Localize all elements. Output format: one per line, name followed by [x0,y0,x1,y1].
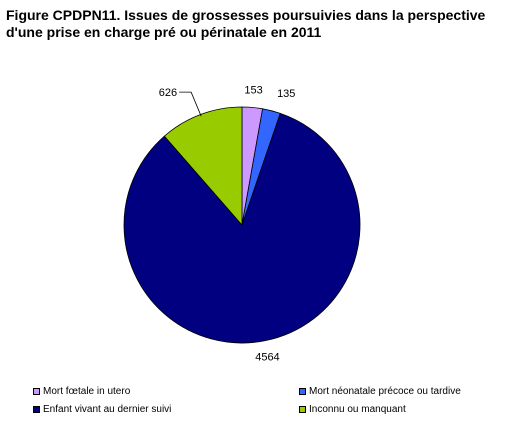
legend-label-mort-foetale: Mort fœtale in utero [43,386,131,397]
chart-title: Figure CPDPN11. Issues de grossesses pou… [6,7,500,41]
data-label-mort-foetale-in-utero: 153 [244,84,262,96]
data-label-mort-neonatale-precoce-ou-tardive: 135 [277,88,295,100]
data-label-enfant-vivant-au-dernier-suivi: 4564 [255,352,279,364]
legend-item-mort-neonatale: Mort néonatale précoce ou tardive [299,386,461,397]
legend-swatch-inconnu [299,406,306,413]
data-label-inconnu-ou-manquant: 626 [159,87,177,99]
legend-swatch-enfant-vivant [33,406,40,413]
legend-label-inconnu: Inconnu ou manquant [309,404,406,415]
legend-item-enfant-vivant: Enfant vivant au dernier suivi [33,404,171,415]
legend-item-inconnu: Inconnu ou manquant [299,404,406,415]
chart-title-line-1: Figure CPDPN11. Issues de grossesses pou… [6,7,486,23]
legend-swatch-mort-neonatale [299,388,306,395]
chart-title-line-2: d'une prise en charge pré ou périnatale … [6,24,322,40]
legend-label-mort-neonatale: Mort néonatale précoce ou tardive [309,386,461,397]
legend-swatch-mort-foetale [33,388,40,395]
legend-label-enfant-vivant: Enfant vivant au dernier suivi [43,404,172,415]
legend-item-mort-foetale: Mort fœtale in utero [33,386,130,397]
leader-line-inconnu-ou-manquant [179,91,202,117]
pie-slice-enfant-vivant-au-dernier-suivi [123,112,361,344]
